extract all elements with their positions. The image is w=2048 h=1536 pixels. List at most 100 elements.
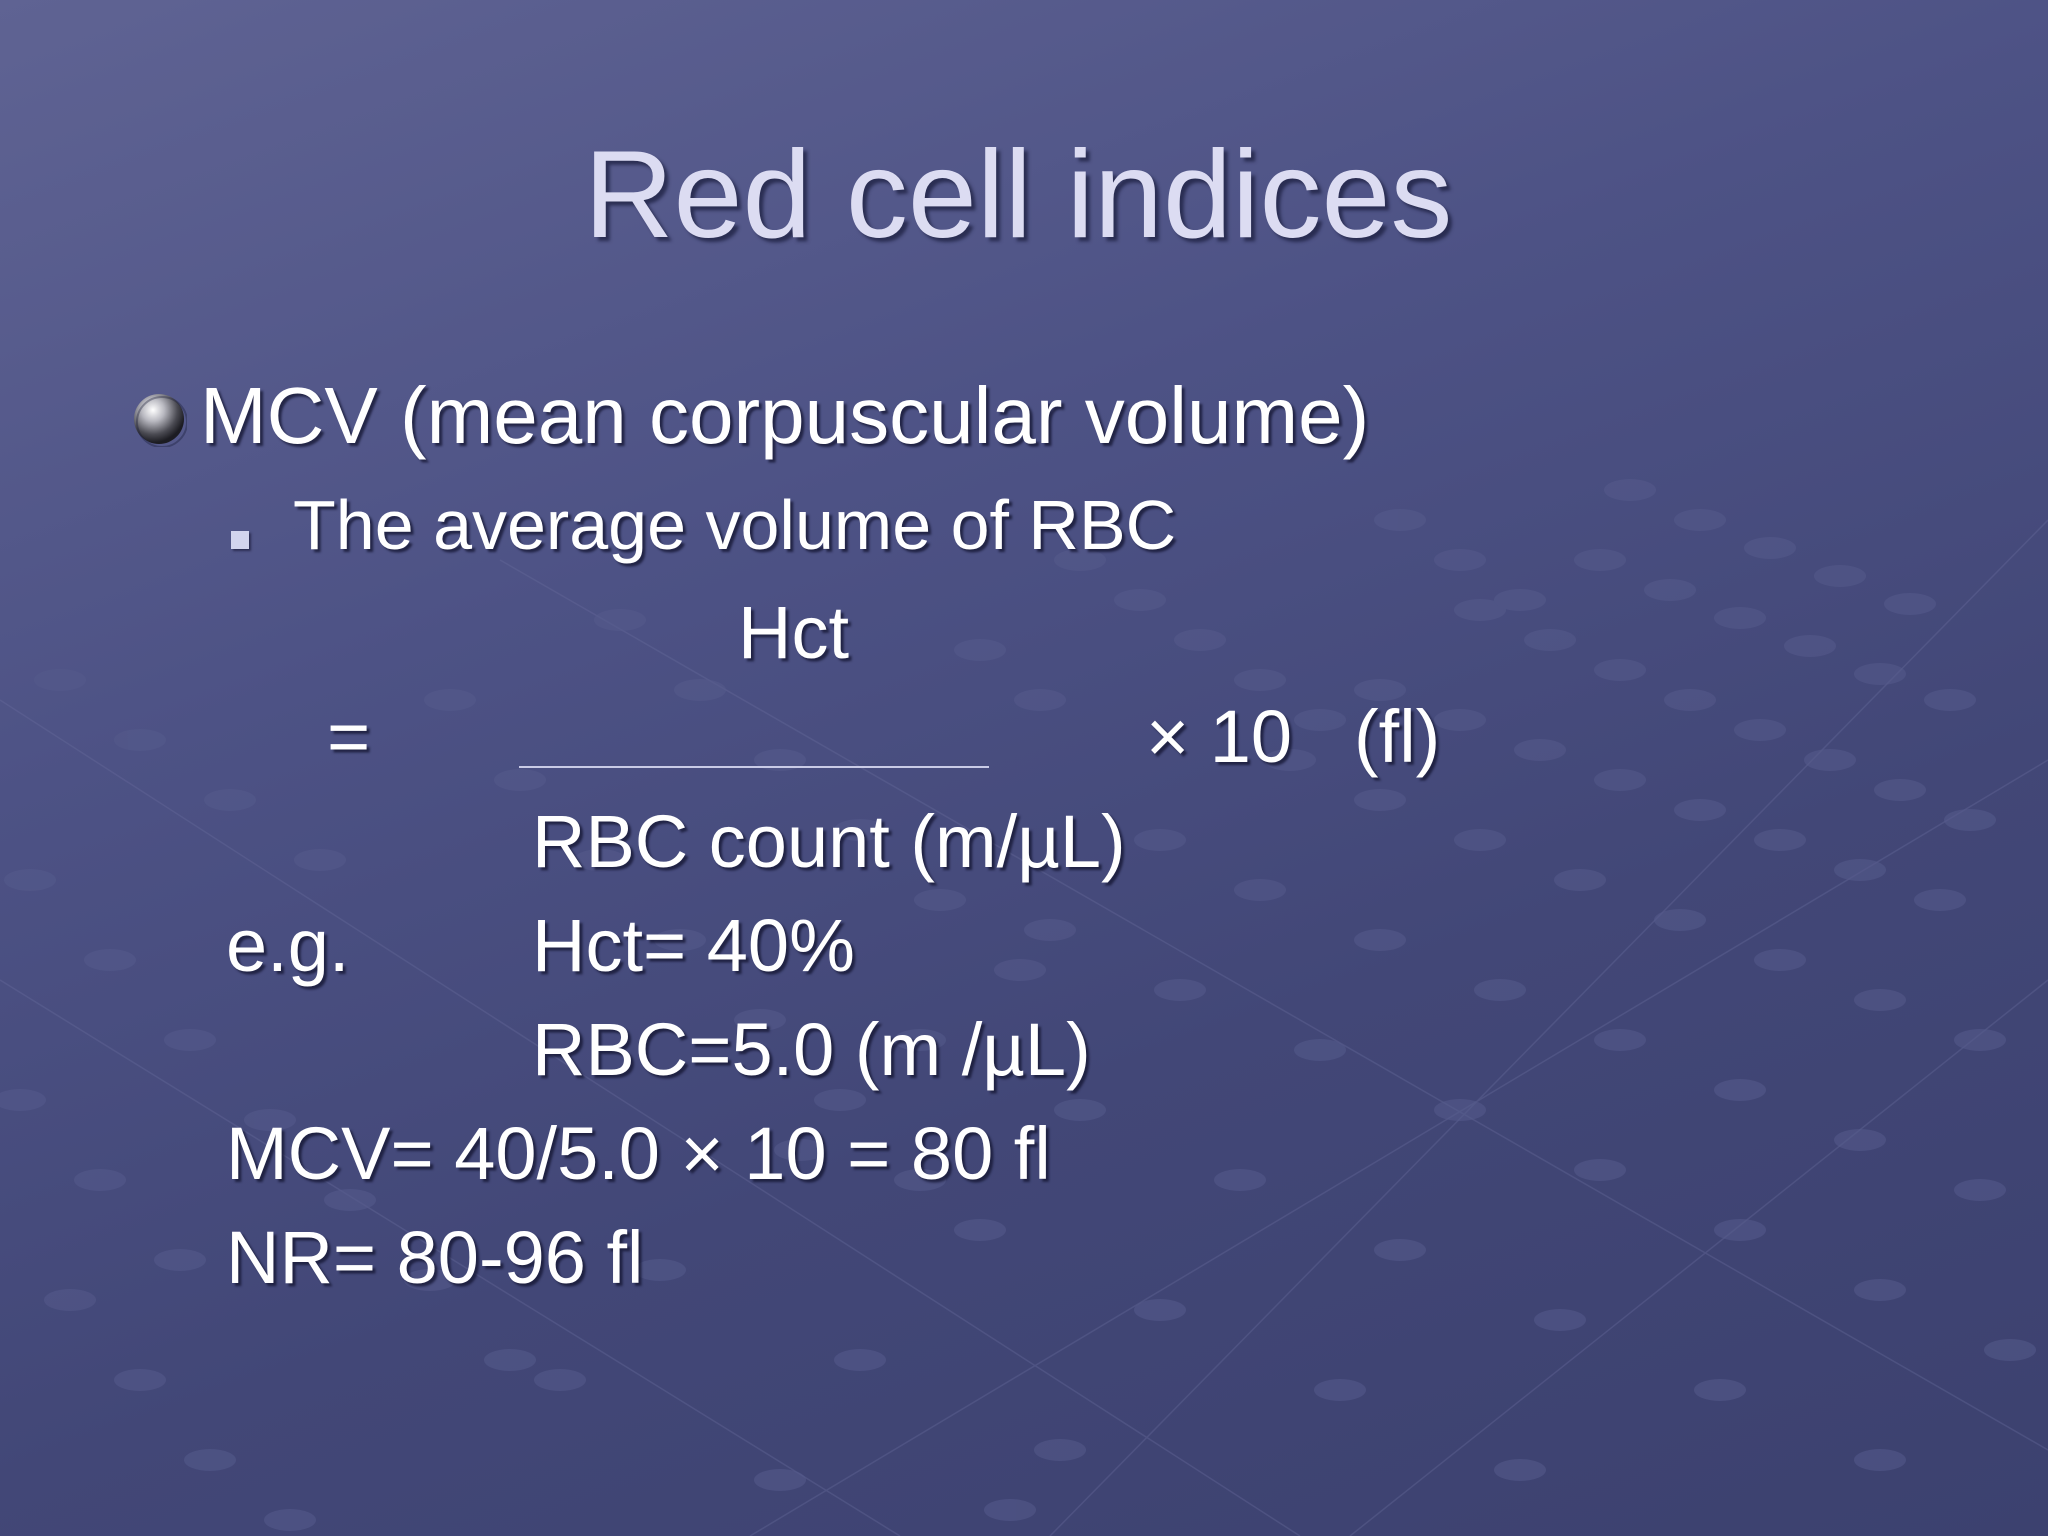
background-dot [34,669,86,691]
background-dot [1114,589,1166,611]
background-dot [484,1349,536,1371]
background-dot [1024,919,1076,941]
background-dot [1594,659,1646,681]
background-dot [1714,1219,1766,1241]
background-dot [1014,689,1066,711]
background-dot [674,679,726,701]
background-dot [1234,669,1286,691]
background-dot [244,1109,296,1131]
background-dot [1054,1099,1106,1121]
background-dot [1734,719,1786,741]
background-dot [954,639,1006,661]
formula-multiplier: × 10 [1146,695,1293,778]
bullet-definition: The average volume of RBC [293,486,1177,564]
background-dot [1834,859,1886,881]
background-dot [1644,579,1696,601]
background-dot [1814,565,1866,587]
background-dot [1434,709,1486,731]
slide-title: Red cell indices [584,126,1453,264]
background-dot [154,1249,206,1271]
background-dot [1554,869,1606,891]
background-dot [1944,809,1996,831]
background-dot [1374,1239,1426,1261]
fraction-line [519,766,989,768]
background-dot [914,889,966,911]
background-dot [114,729,166,751]
background-dot [1714,1079,1766,1101]
background-dot [404,1269,456,1291]
background-dot [1674,799,1726,821]
background-dot [1754,949,1806,971]
example-label: e.g. [226,904,350,987]
background-dot [1294,1039,1346,1061]
background-dot [1134,829,1186,851]
background-dot [894,1169,946,1191]
background-dot [994,959,1046,981]
formula-equals: = [327,695,371,778]
background-dot [954,1219,1006,1241]
background-dot [1474,979,1526,1001]
background-dot [1954,1179,2006,1201]
background-dot [1494,589,1546,611]
background-dot [1214,1169,1266,1191]
background-dot [1514,739,1566,761]
background-dot [1854,1279,1906,1301]
background-dot [114,1369,166,1391]
background-dot [834,819,886,841]
background-dot [74,1169,126,1191]
bullet-mcv-heading: MCV (mean corpuscular volume) [200,371,1370,460]
background-dot [1434,549,1486,571]
background-dot [1494,1459,1546,1481]
background-dot [1654,909,1706,931]
background-dot [1664,689,1716,711]
background-dot [1374,509,1426,531]
background-dot [1434,1099,1486,1121]
background-dot [1984,1339,2036,1361]
background-dot [1834,1129,1886,1151]
background-dot [1264,749,1316,771]
background-dot [1874,779,1926,801]
background-dot [1594,1029,1646,1051]
background-dot [1034,1439,1086,1461]
background-dot [1234,879,1286,901]
background-dot [0,1089,46,1111]
background-dot [44,1289,96,1311]
background-dot [1674,509,1726,531]
background-dot [1854,989,1906,1011]
background-dot [1354,679,1406,701]
background-dot [1174,629,1226,651]
background-dot [754,1469,806,1491]
background-dot [1914,889,1966,911]
background-dot [1524,629,1576,651]
background-dot [84,949,136,971]
background-dot [1784,635,1836,657]
background-dot [1134,1299,1186,1321]
background-dot [164,1029,216,1051]
background-dot [594,609,646,631]
background-dot [1454,829,1506,851]
background-dot [494,769,546,791]
background-dot [534,1369,586,1391]
background-dot [984,1499,1036,1521]
background-dot [1594,769,1646,791]
background-dot [1604,479,1656,501]
background-dot [204,789,256,811]
background-dot [1314,1379,1366,1401]
background-dot [1854,1449,1906,1471]
background-dot [1354,929,1406,951]
background-dot [1354,789,1406,811]
background-dot [1694,1379,1746,1401]
background-dot [1754,829,1806,851]
formula-unit: (fl) [1354,695,1441,778]
background-dot [1804,749,1856,771]
background-dot [1294,709,1346,731]
background-dot [294,849,346,871]
sphere-bullet-icon [134,394,187,447]
background-dot [814,1089,866,1111]
example-calculation: MCV= 40/5.0 × 10 = 80 fl [226,1112,1051,1195]
background-dot [1154,979,1206,1001]
normal-range: NR= 80-96 fl [226,1216,644,1299]
background-dot [1574,1159,1626,1181]
background-dot [894,1029,946,1051]
